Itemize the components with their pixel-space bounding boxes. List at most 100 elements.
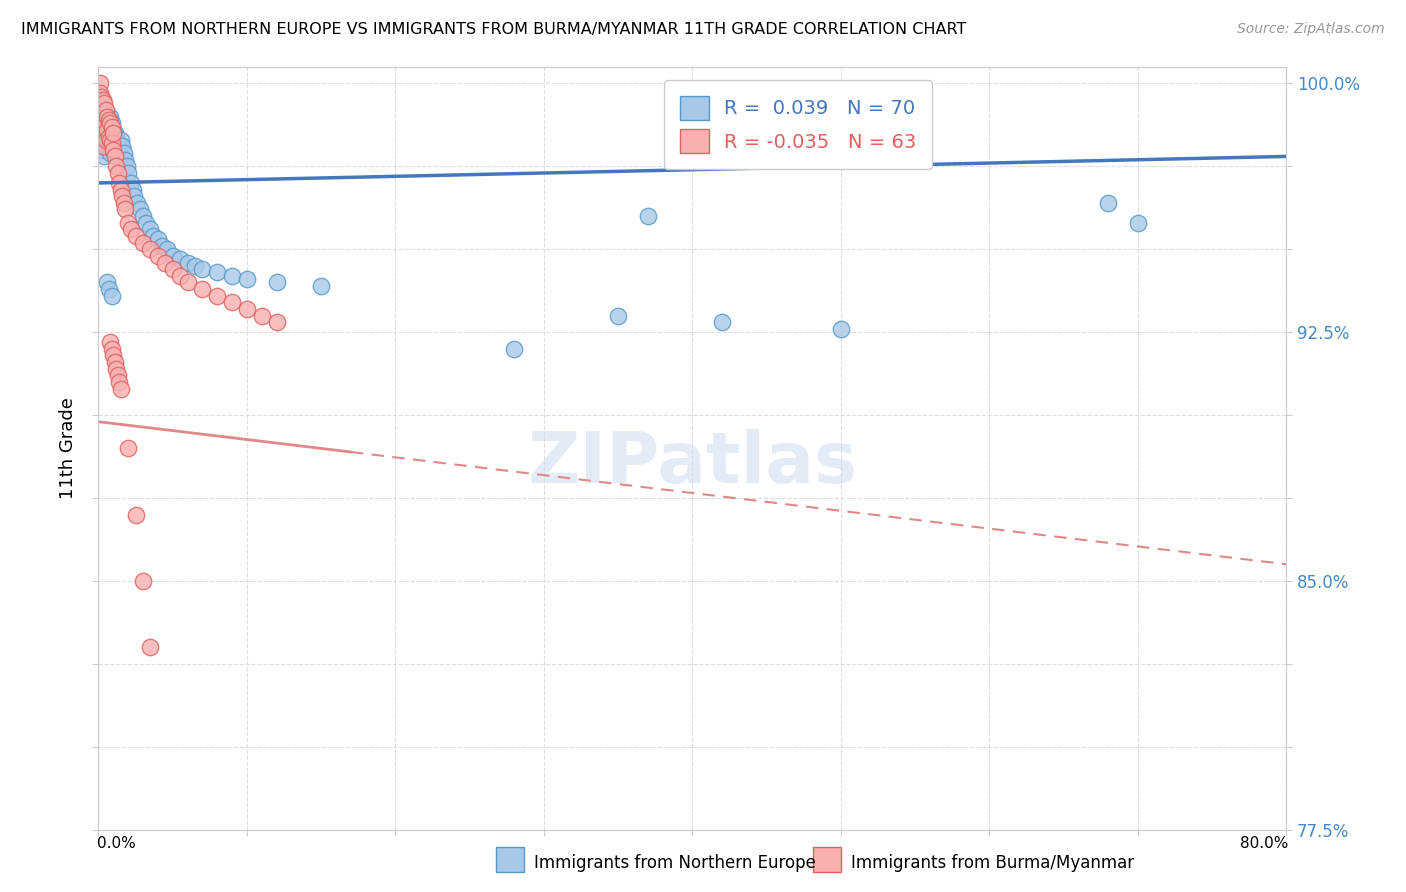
Point: [93, 129, 115, 144]
Point: [101, 342, 124, 356]
Text: 0.0%: 0.0%: [97, 836, 136, 851]
Point: [117, 216, 139, 230]
Point: [104, 126, 127, 140]
Point: [104, 149, 127, 163]
Point: [103, 143, 125, 157]
Point: [101, 120, 124, 134]
Text: 80.0%: 80.0%: [1240, 836, 1288, 851]
Point: [90, 103, 112, 117]
Point: [97, 120, 120, 134]
Point: [120, 176, 142, 190]
Point: [94, 133, 117, 147]
Point: [103, 123, 125, 137]
Point: [121, 183, 143, 197]
Point: [89, 116, 111, 130]
Point: [101, 136, 124, 150]
Point: [98, 126, 121, 140]
Point: [1097, 195, 1119, 210]
Point: [205, 288, 228, 302]
Point: [132, 235, 155, 250]
Point: [89, 87, 111, 101]
Point: [90, 129, 112, 144]
Point: [89, 100, 111, 114]
Point: [236, 301, 259, 316]
Point: [97, 282, 120, 296]
Point: [266, 276, 288, 290]
Point: [103, 126, 125, 140]
Point: [97, 136, 120, 150]
Point: [830, 322, 852, 336]
Point: [104, 146, 127, 161]
Point: [91, 136, 114, 150]
Point: [110, 382, 132, 396]
Legend: R =  0.039   N = 70, R = -0.035   N = 63: R = 0.039 N = 70, R = -0.035 N = 63: [664, 80, 932, 169]
Point: [89, 77, 111, 91]
Point: [98, 133, 121, 147]
Point: [114, 153, 136, 167]
Point: [93, 112, 115, 127]
Point: [89, 143, 111, 157]
Point: [135, 216, 157, 230]
Text: Immigrants from Northern Europe: Immigrants from Northern Europe: [534, 855, 815, 872]
Point: [184, 259, 207, 273]
Text: ZIPatlas: ZIPatlas: [527, 429, 858, 498]
Point: [205, 265, 228, 279]
Point: [90, 116, 112, 130]
Point: [169, 268, 191, 283]
Point: [91, 139, 114, 153]
Point: [91, 123, 114, 137]
Point: [124, 508, 146, 522]
Point: [221, 295, 243, 310]
Point: [91, 100, 114, 114]
Point: [110, 133, 132, 147]
Point: [98, 335, 121, 350]
Point: [91, 106, 114, 120]
Point: [94, 123, 117, 137]
Point: [104, 355, 127, 369]
Point: [117, 441, 139, 455]
Point: [94, 139, 117, 153]
Point: [91, 93, 114, 107]
Point: [97, 112, 120, 127]
Point: [90, 89, 112, 103]
Point: [105, 361, 128, 376]
Point: [107, 136, 129, 150]
Point: [93, 112, 115, 127]
Point: [146, 232, 169, 246]
Point: [96, 276, 118, 290]
Point: [112, 195, 135, 210]
Point: [191, 282, 214, 296]
Point: [98, 146, 121, 161]
Point: [107, 368, 129, 383]
Point: [94, 106, 117, 120]
Point: [93, 133, 115, 147]
Point: [236, 272, 259, 286]
Point: [162, 249, 184, 263]
Bar: [496, 847, 524, 872]
Point: [221, 268, 243, 283]
Point: [101, 116, 124, 130]
Point: [97, 129, 120, 144]
Point: [96, 116, 118, 130]
Point: [90, 120, 112, 134]
Point: [139, 640, 162, 655]
Point: [103, 143, 125, 157]
Point: [139, 242, 162, 256]
Point: [93, 96, 115, 111]
Text: Source: ZipAtlas.com: Source: ZipAtlas.com: [1237, 22, 1385, 37]
Point: [1126, 216, 1149, 230]
Point: [89, 126, 111, 140]
Point: [132, 209, 155, 223]
Point: [150, 239, 173, 253]
Point: [98, 116, 121, 130]
Point: [162, 262, 184, 277]
Point: [120, 222, 142, 236]
Point: [169, 252, 191, 267]
Point: [108, 143, 131, 157]
Point: [111, 189, 134, 203]
Point: [94, 116, 117, 130]
Point: [191, 262, 214, 277]
Point: [101, 288, 124, 302]
Point: [155, 255, 177, 269]
Point: [98, 110, 121, 124]
